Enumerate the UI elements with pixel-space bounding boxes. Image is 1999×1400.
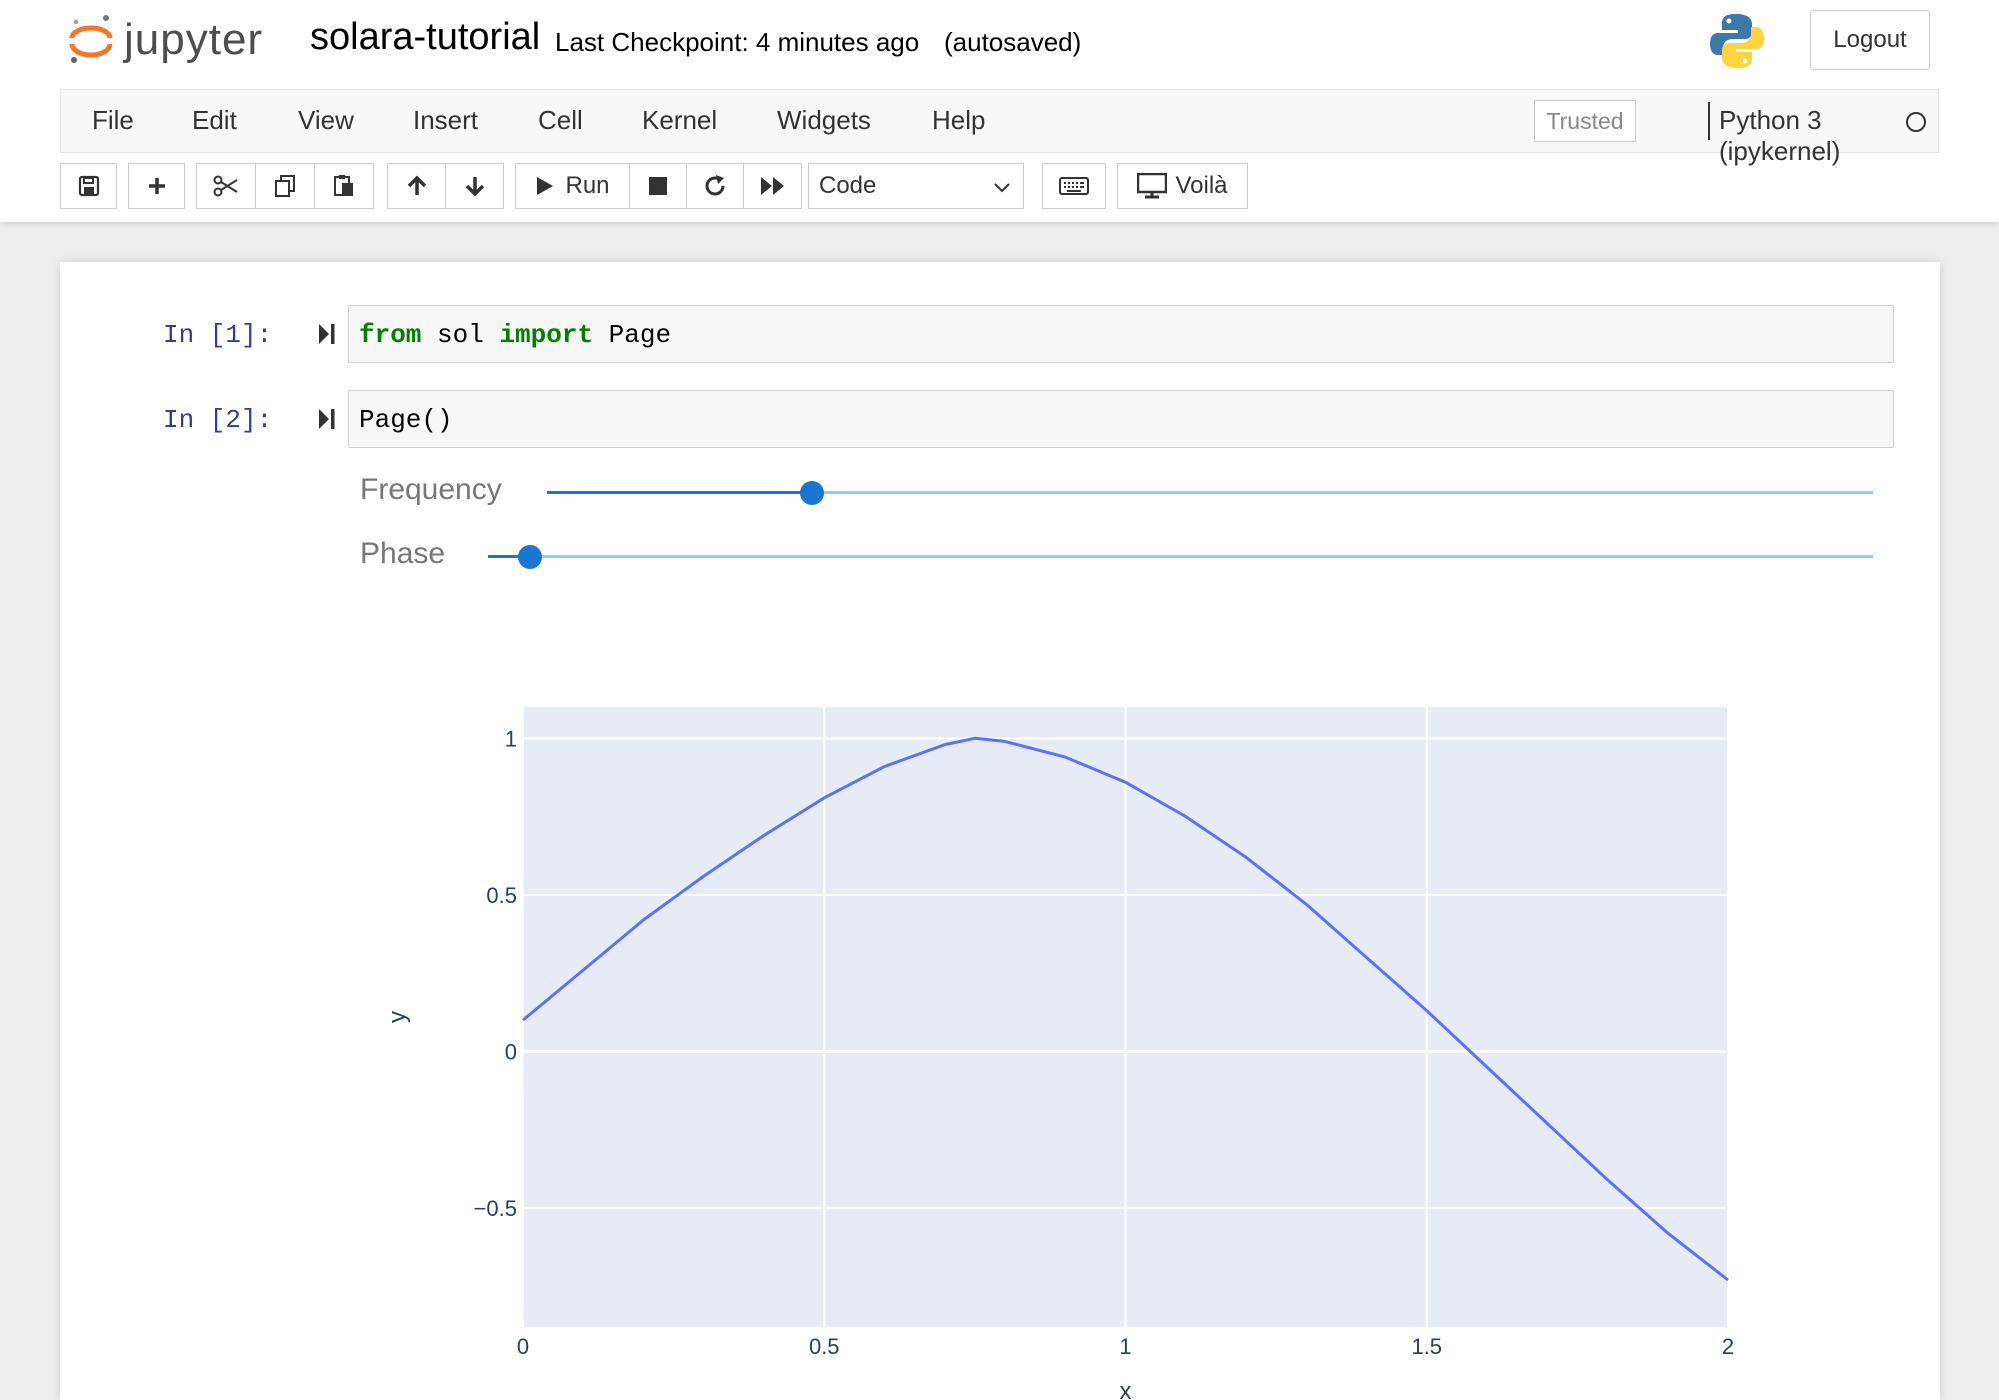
command-palette-button[interactable] xyxy=(1042,163,1106,209)
y-axis-label: y xyxy=(384,1011,411,1023)
scissors-icon xyxy=(213,175,238,197)
restart-run-all-button[interactable] xyxy=(743,163,802,209)
menu-kernel[interactable]: Kernel xyxy=(642,105,718,135)
frequency-slider-track[interactable] xyxy=(547,491,1873,494)
arrow-up-icon xyxy=(407,175,426,195)
y-tick-label: −0.5 xyxy=(474,1196,517,1221)
series-line[interactable] xyxy=(522,736,1729,1282)
menu-widgets[interactable]: Widgets xyxy=(777,105,871,135)
save-button[interactable] xyxy=(60,163,117,209)
y-tick-label: 0 xyxy=(505,1039,517,1064)
y-tick-label: 1 xyxy=(505,726,517,751)
notebook-header: jupyter solara-tutorial Last Checkpoint:… xyxy=(0,0,1999,222)
x-tick-label: 1 xyxy=(1119,1334,1131,1359)
x-tick-label: 1.5 xyxy=(1411,1334,1442,1359)
save-icon xyxy=(78,175,99,197)
move-up-button[interactable] xyxy=(387,163,446,209)
menu-bar: File Edit View Insert Cell Kernel Widget… xyxy=(60,89,1939,166)
code-input[interactable]: Page() xyxy=(348,390,1894,448)
autosave-status: (autosaved) xyxy=(944,27,1082,57)
menu-insert[interactable]: Insert xyxy=(413,105,479,135)
run-cell-icon[interactable] xyxy=(317,407,337,431)
monitor-icon xyxy=(1137,173,1168,199)
stop-icon xyxy=(649,177,667,195)
move-down-button[interactable] xyxy=(445,163,504,209)
cut-button[interactable] xyxy=(196,163,256,209)
run-label: Run xyxy=(565,172,610,199)
cell-type-select[interactable]: Code xyxy=(808,163,1024,209)
jupyter-wordmark: jupyter xyxy=(124,15,264,64)
code-keyword: import xyxy=(499,320,594,350)
fast-forward-icon xyxy=(760,177,784,195)
kernel-idle-indicator-icon xyxy=(1906,112,1926,132)
menu-file[interactable]: File xyxy=(92,105,134,135)
menu-help[interactable]: Help xyxy=(932,105,986,135)
paste-icon xyxy=(334,175,353,196)
phase-slider-track[interactable] xyxy=(488,555,1873,558)
chevron-down-icon xyxy=(994,183,1010,193)
python-logo-icon xyxy=(1710,14,1764,68)
frequency-slider-thumb[interactable] xyxy=(800,481,825,505)
cell-type-value: Code xyxy=(819,172,877,199)
code-token: Page() xyxy=(359,405,453,435)
jupyter-logo[interactable]: jupyter xyxy=(68,10,263,70)
code-token: sol xyxy=(421,320,500,350)
plus-icon xyxy=(148,178,165,194)
phase-slider-label: Phase xyxy=(360,537,446,570)
voila-label: Voilà xyxy=(1175,172,1228,199)
arrow-down-icon xyxy=(465,177,484,197)
phase-slider-thumb[interactable] xyxy=(517,545,542,569)
copy-icon xyxy=(275,175,295,197)
restart-button[interactable] xyxy=(686,163,744,209)
play-icon xyxy=(537,177,554,195)
code-token: Page xyxy=(593,320,672,350)
notebook-container: In [1]: from sol import Page In [2]: Pag… xyxy=(60,262,1940,1400)
notebook-title[interactable]: solara-tutorial xyxy=(310,16,541,58)
code-input[interactable]: from sol import Page xyxy=(348,305,1894,363)
code-keyword: from xyxy=(359,320,422,350)
jupyter-logo-icon xyxy=(69,15,113,63)
voila-button[interactable]: Voilà xyxy=(1117,163,1248,209)
copy-button[interactable] xyxy=(255,163,315,209)
x-axis-label: x xyxy=(1120,1378,1132,1400)
run-cell-icon[interactable] xyxy=(317,322,337,346)
x-tick-label: 2 xyxy=(1722,1334,1734,1359)
run-button[interactable]: Run xyxy=(515,163,630,209)
menu-cell[interactable]: Cell xyxy=(538,105,583,135)
keyboard-icon xyxy=(1059,177,1089,195)
notebook-toolbar: Run Code Voilà xyxy=(60,163,1960,211)
insert-cell-button[interactable] xyxy=(128,163,185,209)
checkpoint-status: Last Checkpoint: 4 minutes ago xyxy=(555,27,920,57)
frequency-slider-label: Frequency xyxy=(360,473,502,506)
paste-button[interactable] xyxy=(314,163,374,209)
x-tick-label: 0.5 xyxy=(809,1334,840,1359)
kernel-name[interactable]: Python 3 (ipykernel) xyxy=(1719,105,1841,166)
menu-edit[interactable]: Edit xyxy=(192,105,237,135)
logout-button[interactable]: Logout xyxy=(1810,10,1930,70)
restart-icon xyxy=(705,175,725,196)
x-tick-label: 0 xyxy=(517,1334,529,1359)
line-chart: 0 0.5 1 1.5 2 1 0.5 0 −0.5 x y xyxy=(384,707,1734,1400)
menu-view[interactable]: View xyxy=(298,105,354,135)
phase-slider-fill xyxy=(488,555,530,558)
trusted-indicator[interactable]: Trusted xyxy=(1534,100,1636,142)
cell-prompt: In [2]: xyxy=(163,405,273,435)
y-tick-label: 0.5 xyxy=(486,883,517,908)
kernel-divider xyxy=(1708,102,1710,140)
cell-prompt: In [1]: xyxy=(163,320,273,350)
frequency-slider-fill xyxy=(547,491,813,494)
interrupt-button[interactable] xyxy=(629,163,687,209)
